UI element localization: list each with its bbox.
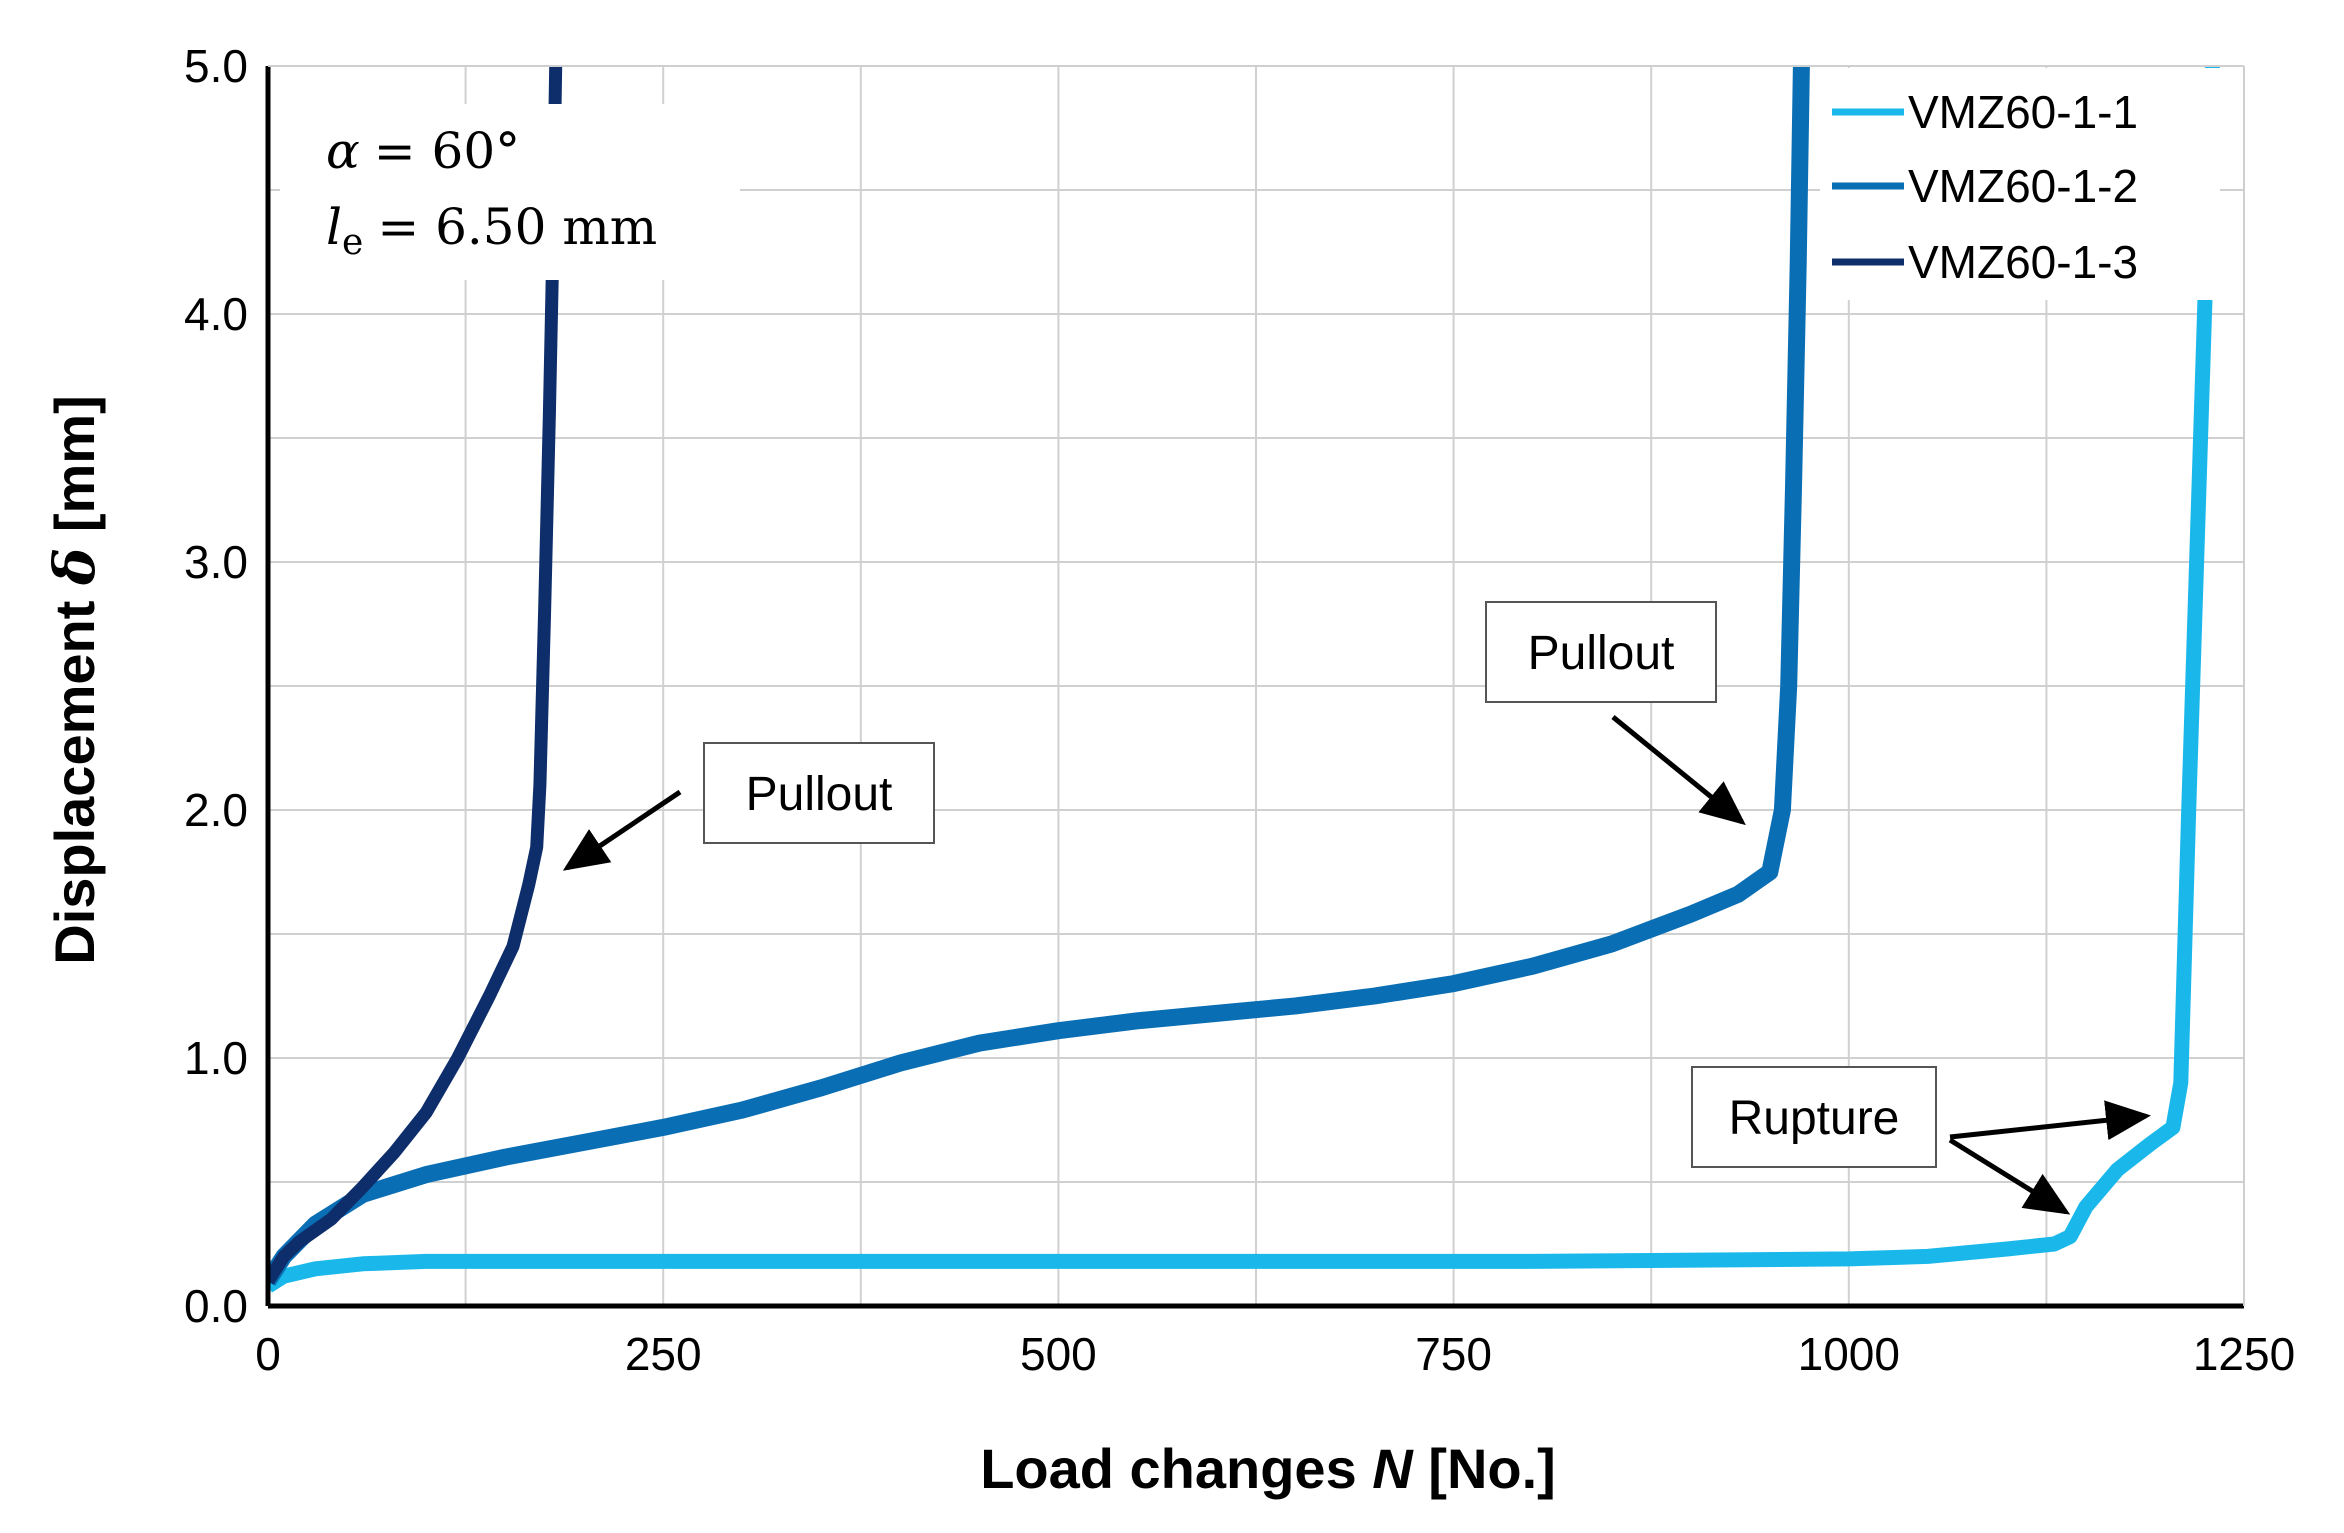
tick-labels: 0 250 500 750 1000 1250 0.0 1.0 2.0 3.0 4.0 5.0 (184, 40, 2295, 1380)
x-axis-title: Load changes N [No.] (980, 1437, 1556, 1500)
legend-label-vmz60-1-3: VMZ60-1-3 (1908, 236, 2138, 288)
x-tick-label: 500 (1020, 1328, 1097, 1380)
svg-text:Rupture: Rupture (1729, 1092, 1900, 1145)
y-tick-label: 3.0 (184, 536, 248, 588)
annotation-arrow (562, 789, 682, 871)
y-axis-title: Displacement δ [mm] (42, 395, 108, 965)
annotation-arrow (1611, 715, 1746, 826)
alpha-parameter: α = 60° (326, 122, 520, 180)
y-tick-label: 5.0 (184, 40, 248, 92)
svg-text:Pullout: Pullout (1528, 627, 1675, 680)
embedment-length-parameter: le = 6.50 mm (326, 198, 657, 263)
annotation-rupture-vmz60-1-1: Rupture (1691, 1066, 2151, 1215)
y-tick-label: 4.0 (184, 288, 248, 340)
x-tick-label: 1000 (1798, 1328, 1900, 1380)
y-tick-label: 0.0 (184, 1280, 248, 1332)
legend-label-vmz60-1-1: VMZ60-1-1 (1908, 86, 2138, 138)
series-line-vmz60-1-1 (268, 65, 2220, 1293)
x-tick-label: 0 (255, 1328, 281, 1380)
grid (268, 66, 2244, 1306)
svg-text:Pullout: Pullout (746, 768, 893, 821)
legend-label-vmz60-1-2: VMZ60-1-2 (1908, 160, 2138, 212)
annotation-arrow (1949, 1100, 2151, 1141)
series-layer (268, 65, 2220, 1293)
parameter-box: α = 60° le = 6.50 mm (280, 104, 740, 280)
x-tick-label: 250 (625, 1328, 702, 1380)
annotation-arrow (1948, 1137, 2071, 1215)
axes (265, 65, 2245, 1309)
legend: VMZ60-1-1 VMZ60-1-2 VMZ60-1-3 (1820, 68, 2220, 300)
series-line-vmz60-1-2 (268, 65, 1810, 1286)
y-tick-label: 2.0 (184, 784, 248, 836)
annotation-pullout-vmz60-1-2: Pullout (1485, 601, 1746, 826)
annotation-pullout-vmz60-1-3: Pullout (562, 742, 935, 871)
series-line-vmz60-1-3 (268, 65, 563, 1285)
x-tick-label: 1250 (2193, 1328, 2295, 1380)
x-tick-label: 750 (1415, 1328, 1492, 1380)
y-tick-label: 1.0 (184, 1032, 248, 1084)
